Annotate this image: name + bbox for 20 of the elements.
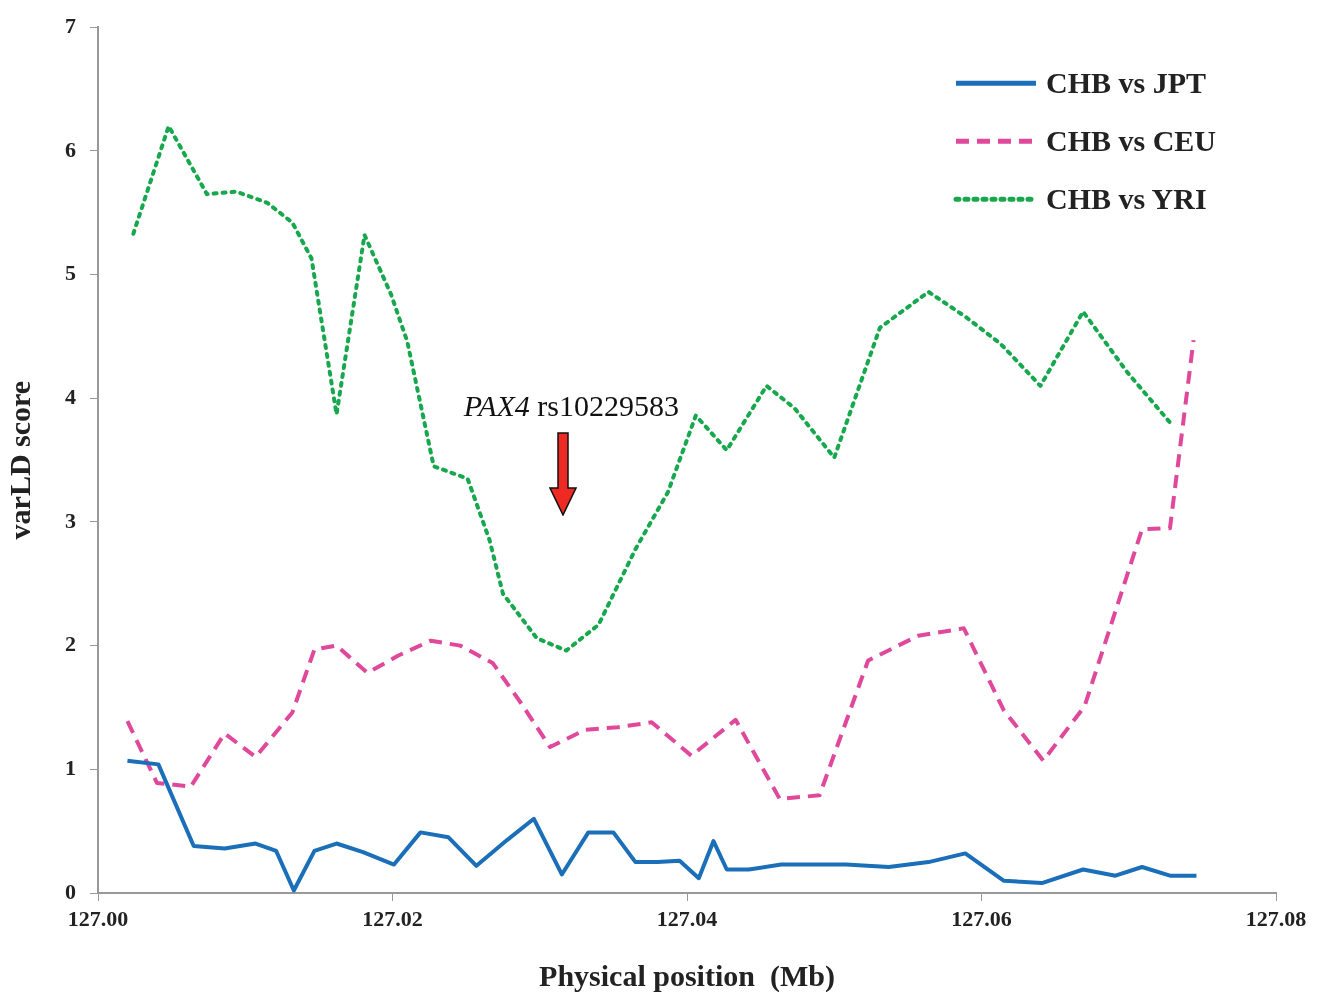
legend-label: CHB vs CEU [1045, 123, 1217, 157]
x-axis-title: Physical position (Mb) [539, 958, 835, 993]
x-tick-label: 127.06 [951, 905, 1012, 931]
y-tick-label: 1 [65, 755, 76, 780]
legend-label: CHB vs JPT [1045, 65, 1207, 99]
y-axis-title: varLD score [2, 380, 36, 540]
y-tick-label: 3 [65, 507, 76, 533]
x-tick-label: 127.00 [67, 905, 129, 931]
y-tick-label: 4 [65, 383, 76, 409]
x-tick-label: 127.08 [1245, 905, 1307, 931]
y-tick-label: 7 [65, 12, 76, 38]
y-tick-label: 2 [65, 631, 76, 657]
legend-label: CHB vs YRI [1045, 181, 1207, 215]
line-series [125, 338, 1196, 801]
annotation: PAX4 rs10229583 [462, 389, 679, 423]
y-tick-label: 5 [65, 260, 76, 286]
y-tick-label: 6 [65, 136, 76, 162]
y-tick-label: 0 [65, 878, 76, 904]
x-tick-label: 127.04 [656, 905, 718, 931]
x-tick-label: 127.02 [362, 905, 423, 931]
